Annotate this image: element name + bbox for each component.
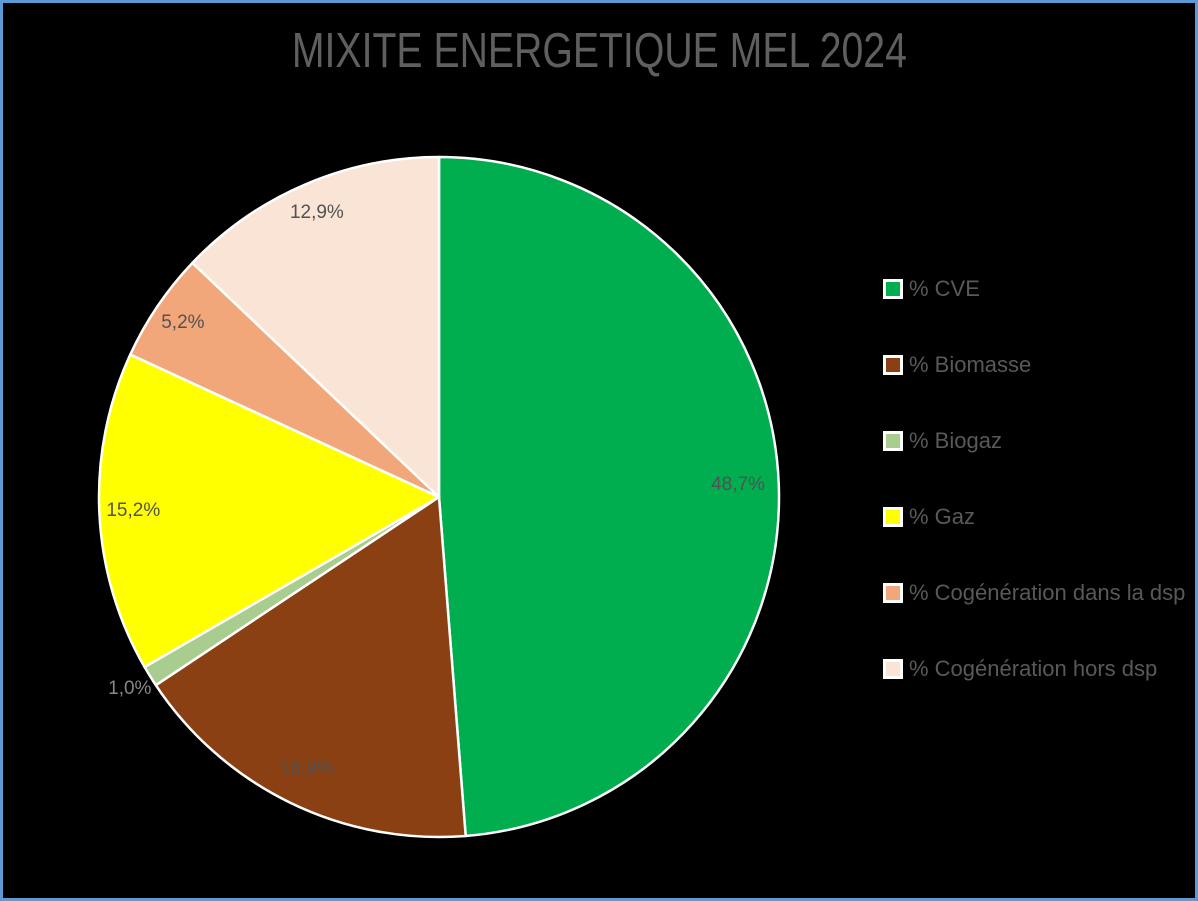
pie-slice--biomasse[interactable]	[154, 495, 467, 839]
pie-label-5: 12,9%	[289, 201, 344, 223]
pie-label-2: 1,0%	[108, 677, 152, 699]
pie-slice--gaz[interactable]	[97, 353, 441, 669]
legend-swatch-cogeneration-dans-dsp	[883, 583, 903, 603]
legend-swatch-gaz	[883, 507, 903, 527]
pie-label-1: 16,9%	[279, 758, 334, 780]
legend-item-gaz[interactable]: % Gaz	[883, 504, 1185, 530]
legend-label-gaz: % Gaz	[909, 504, 976, 529]
legend-swatch-biomasse	[883, 355, 903, 375]
pie-svg	[97, 155, 781, 839]
legend-label-cogeneration-dans-dsp: % Cogénération dans la dsp	[909, 580, 1186, 605]
chart-title: MIXITE ENERGETIQUE MEL 2024	[3, 23, 1195, 79]
legend-swatch-cve	[883, 279, 903, 299]
legend-label-biogaz: % Biogaz	[909, 428, 1002, 453]
legend-swatch-biogaz	[883, 431, 903, 451]
pie-label-0: 48,7%	[711, 474, 765, 496]
legend-item-cogeneration-hors-dsp[interactable]: % Cogénération hors dsp	[883, 656, 1185, 682]
legend-label-cogeneration-hors-dsp: % Cogénération hors dsp	[909, 656, 1158, 681]
legend-item-cogeneration-dans-dsp[interactable]: % Cogénération dans la dsp	[883, 580, 1185, 606]
pie-label-3: 15,2%	[106, 499, 161, 521]
chart-title-text: MIXITE ENERGETIQUE MEL 2024	[291, 24, 907, 78]
legend-swatch-cogeneration-hors-dsp	[883, 659, 903, 679]
pie-label-4: 5,2%	[161, 312, 205, 334]
pie-slice--cogénération-hors-dsp[interactable]	[191, 155, 441, 499]
legend-item-biomasse[interactable]: % Biomasse	[883, 352, 1185, 378]
legend-label-cve: % CVE	[909, 276, 980, 301]
pie-slice--cve[interactable]	[437, 155, 781, 838]
legend-item-biogaz[interactable]: % Biogaz	[883, 428, 1185, 454]
chart-legend: % CVE % Biomasse % Biogaz % Gaz % Cogéné…	[883, 276, 1185, 682]
legend-item-cve[interactable]: % CVE	[883, 276, 1185, 302]
legend-label-biomasse: % Biomasse	[909, 352, 1032, 377]
